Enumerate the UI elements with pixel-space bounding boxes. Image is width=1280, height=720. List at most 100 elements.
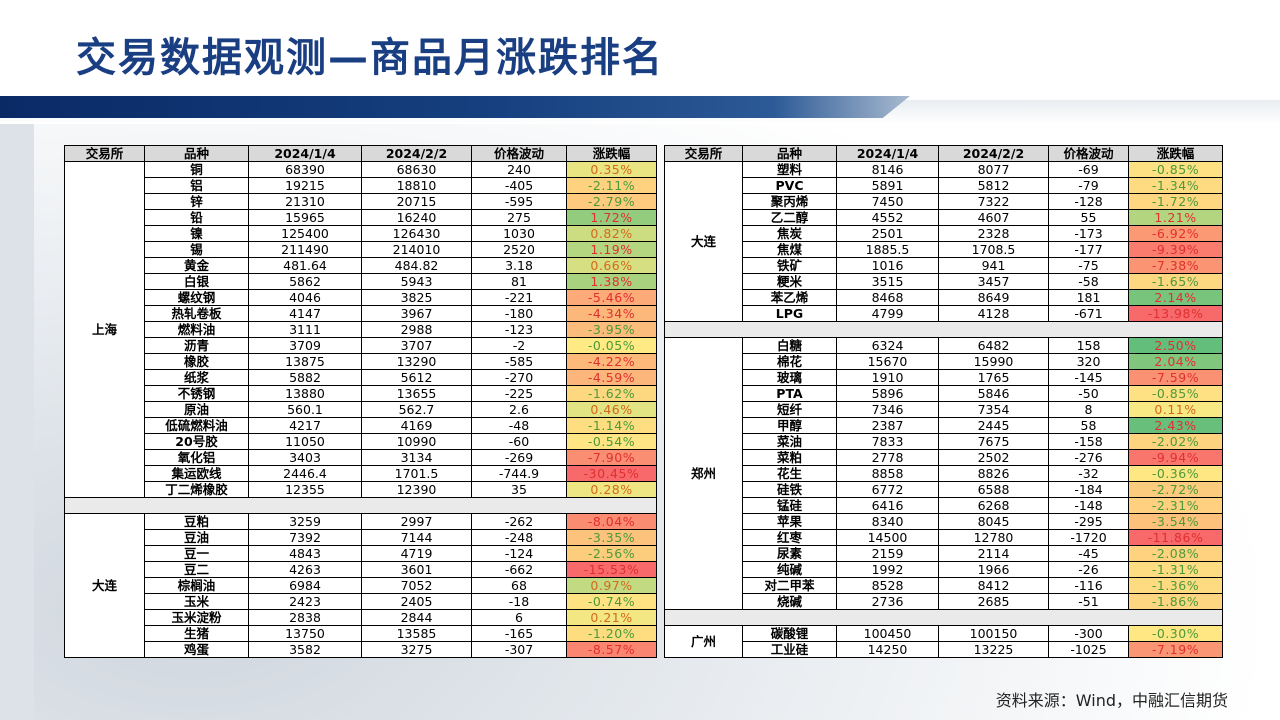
price-jan-cell: 3403	[248, 449, 362, 466]
commodity-cell: 纸浆	[144, 369, 249, 386]
commodity-cell: 菜粕	[742, 449, 837, 466]
commodity-cell: 铝	[144, 177, 249, 194]
price-feb-cell: 4128	[938, 305, 1049, 322]
price-jan-cell: 560.1	[248, 401, 362, 418]
price-feb-cell: 7052	[361, 577, 472, 594]
change-value-cell: 55	[1048, 209, 1129, 226]
price-feb-cell: 3134	[361, 449, 472, 466]
table-row: 玉米淀粉 2838 2844 6 0.21%	[65, 609, 657, 626]
price-jan-cell: 5896	[836, 385, 939, 402]
price-jan-cell: 11050	[248, 433, 362, 450]
change-pct-cell: -5.46%	[566, 289, 657, 306]
price-jan-cell: 125400	[248, 225, 362, 242]
table-row: 尿素 2159 2114 -45 -2.08%	[665, 545, 1223, 562]
table-row: 丁二烯橡胶 12355 12390 35 0.28%	[65, 481, 657, 498]
change-pct-cell: 0.66%	[566, 257, 657, 274]
change-pct-cell: 0.35%	[566, 161, 657, 178]
price-feb-cell: 7322	[938, 193, 1049, 210]
change-value-cell: -595	[471, 193, 567, 210]
price-jan-cell: 1016	[836, 257, 939, 274]
price-feb-cell: 126430	[361, 225, 472, 242]
change-pct-cell: -1.62%	[566, 385, 657, 402]
commodity-cell: 低硫燃料油	[144, 417, 249, 434]
price-feb-cell: 6482	[938, 337, 1049, 354]
price-feb-cell: 13585	[361, 625, 472, 642]
col-header: 涨跌幅	[566, 145, 657, 162]
separator-cell	[64, 497, 657, 514]
price-jan-cell: 5862	[248, 273, 362, 290]
change-value-cell: -1720	[1048, 529, 1129, 546]
price-jan-cell: 481.64	[248, 257, 362, 274]
table-row: 菜粕 2778 2502 -276 -9.94%	[665, 449, 1223, 466]
table-row: 粳米 3515 3457 -58 -1.65%	[665, 273, 1223, 290]
table-row: PTA 5896 5846 -50 -0.85%	[665, 385, 1223, 402]
change-pct-cell: -6.92%	[1128, 225, 1223, 242]
table-row: 对二甲苯 8528 8412 -116 -1.36%	[665, 577, 1223, 594]
commodity-cell: 白糖	[742, 337, 837, 354]
ranking-table-left: 交易所 品种 2024/1/4 2024/2/2 价格波动 涨跌幅 上海铜 68390 686…	[64, 145, 657, 658]
change-pct-cell: -15.53%	[566, 561, 657, 578]
change-pct-cell: -1.36%	[1128, 577, 1223, 594]
price-feb-cell: 100150	[938, 625, 1049, 642]
price-jan-cell: 6772	[836, 481, 939, 498]
price-jan-cell: 3709	[248, 337, 362, 354]
table-row: 锌 21310 20715 -595 -2.79%	[65, 193, 657, 210]
price-jan-cell: 6984	[248, 577, 362, 594]
price-jan-cell: 13750	[248, 625, 362, 642]
change-value-cell: 35	[471, 481, 567, 498]
separator-cell	[664, 321, 1223, 338]
change-value-cell: 1030	[471, 225, 567, 242]
commodity-cell: 苹果	[742, 513, 837, 530]
price-feb-cell: 6268	[938, 497, 1049, 514]
change-pct-cell: -3.95%	[566, 321, 657, 338]
commodity-cell: 铁矿	[742, 257, 837, 274]
commodity-cell: 碳酸锂	[742, 625, 837, 642]
price-feb-cell: 2445	[938, 417, 1049, 434]
change-value-cell: -276	[1048, 449, 1129, 466]
change-value-cell: -165	[471, 625, 567, 642]
change-pct-cell: 0.11%	[1128, 401, 1223, 418]
change-value-cell: -585	[471, 353, 567, 370]
table-row: 工业硅 14250 13225 -1025 -7.19%	[665, 641, 1223, 658]
price-jan-cell: 68390	[248, 161, 362, 178]
table-row: 聚丙烯 7450 7322 -128 -1.72%	[665, 193, 1223, 210]
price-feb-cell: 5943	[361, 273, 472, 290]
commodity-cell: 燃料油	[144, 321, 249, 338]
commodity-cell: 鸡蛋	[144, 641, 249, 658]
price-feb-cell: 8412	[938, 577, 1049, 594]
table-row: 豆油 7392 7144 -248 -3.35%	[65, 529, 657, 546]
change-value-cell: -180	[471, 305, 567, 322]
price-jan-cell: 8528	[836, 577, 939, 594]
change-pct-cell: -2.72%	[1128, 481, 1223, 498]
table-row: 红枣 14500 12780 -1720 -11.86%	[665, 529, 1223, 546]
change-pct-cell: -9.39%	[1128, 241, 1223, 258]
change-pct-cell: -8.04%	[566, 513, 657, 530]
price-feb-cell: 8826	[938, 465, 1049, 482]
change-value-cell: -158	[1048, 433, 1129, 450]
price-feb-cell: 13290	[361, 353, 472, 370]
price-feb-cell: 3967	[361, 305, 472, 322]
commodity-cell: 红枣	[742, 529, 837, 546]
change-value-cell: 3.18	[471, 257, 567, 274]
change-value-cell: 158	[1048, 337, 1129, 354]
table-row: 生猪 13750 13585 -165 -1.20%	[65, 625, 657, 642]
separator-cell	[664, 609, 1223, 626]
price-jan-cell: 4147	[248, 305, 362, 322]
price-jan-cell: 7346	[836, 401, 939, 418]
change-pct-cell: -2.56%	[566, 545, 657, 562]
price-feb-cell: 6588	[938, 481, 1049, 498]
change-pct-cell: -13.98%	[1128, 305, 1223, 322]
price-feb-cell: 1966	[938, 561, 1049, 578]
price-feb-cell: 16240	[361, 209, 472, 226]
change-pct-cell: 0.97%	[566, 577, 657, 594]
change-pct-cell: -1.20%	[566, 625, 657, 642]
table-row: 短纤 7346 7354 8 0.11%	[665, 401, 1223, 418]
change-value-cell: -69	[1048, 161, 1129, 178]
table-row: 郑州 白糖 6324 6482 158 2.50%	[664, 337, 1223, 610]
commodity-cell: 乙二醇	[742, 209, 837, 226]
commodity-cell: LPG	[742, 305, 837, 322]
change-value-cell: -307	[471, 641, 567, 658]
commodity-cell: 沥青	[144, 337, 249, 354]
price-jan-cell: 4263	[248, 561, 362, 578]
commodity-cell: PTA	[742, 385, 837, 402]
